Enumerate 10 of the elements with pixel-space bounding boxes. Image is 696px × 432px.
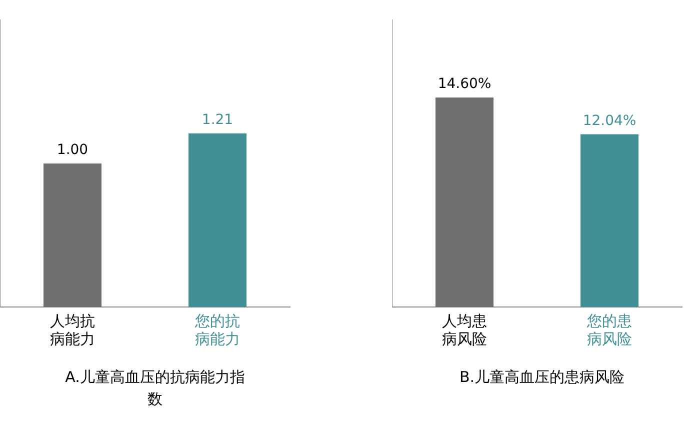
text: B.儿童高血压的患病风险 (458, 367, 626, 388)
x-tick-label: 人均抗病能力 (50, 312, 95, 348)
x-tick-label: 您的抗病能力 (194, 312, 240, 348)
data-label: 12.04% (582, 112, 636, 129)
data-label: 14.60% (438, 76, 492, 92)
x-tick-label: 人均患病风险 (442, 312, 487, 348)
x-tick-label: 您的患病风险 (586, 312, 632, 348)
data-label: 1.00 (56, 142, 88, 158)
data-label: 1.21 (202, 112, 234, 128)
text: A.儿童高血压的抗病能力指数 (64, 367, 246, 410)
